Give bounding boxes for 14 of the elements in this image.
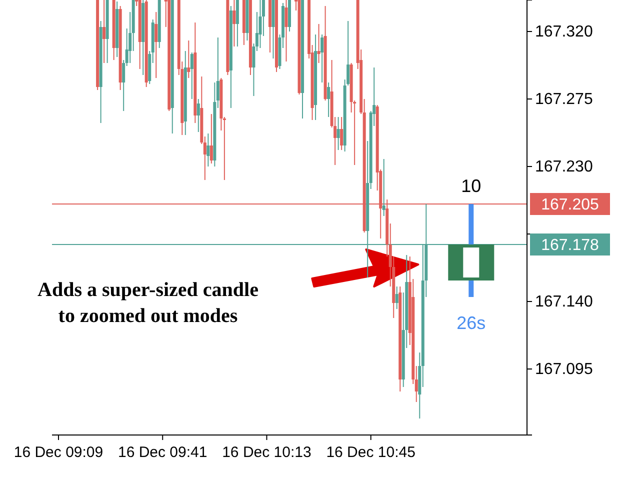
x-tick-label: 16 Dec 09:09 [14, 444, 104, 461]
y-tick-label: 167.320 [535, 24, 593, 41]
ref-line-label: 167.205 [541, 196, 600, 214]
x-tick-label: 16 Dec 09:41 [118, 444, 208, 461]
ref-line-label: 167.178 [541, 237, 600, 254]
y-tick-label: 167.230 [535, 158, 593, 176]
annotation: 10 [461, 176, 482, 196]
annotation: Adds a super-sized candle to zoomed out modes [38, 279, 259, 327]
annotation: 26s [456, 313, 486, 333]
y-tick-label: 167.095 [535, 361, 593, 378]
x-tick-label: 16 Dec 10:45 [326, 444, 416, 461]
y-tick-label: 167.140 [535, 294, 593, 311]
x-tick-label: 16 Dec 10:13 [222, 444, 312, 461]
y-tick-label: 167.275 [535, 91, 593, 108]
